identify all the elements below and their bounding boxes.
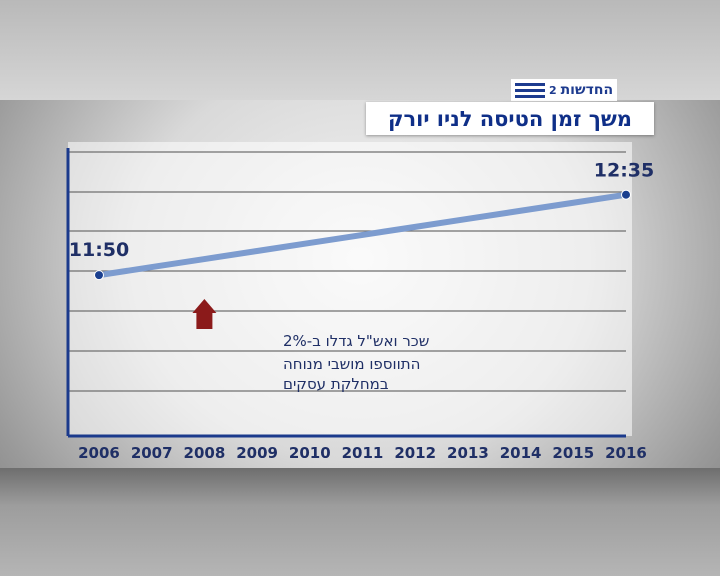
annotation-line: התווספו מושבי מנוחה — [283, 355, 420, 373]
x-tick-label: 2016 — [605, 444, 647, 462]
chart-title: משך זמן הטיסה לניו יורק — [388, 106, 632, 131]
x-tick-label: 2009 — [236, 444, 278, 462]
data-label-end: 12:35 — [594, 160, 654, 182]
x-tick-label: 2008 — [184, 444, 226, 462]
x-tick-label: 2011 — [342, 444, 384, 462]
plot-background — [68, 142, 632, 436]
red-up-arrow-icon — [192, 299, 217, 329]
data-label-start: 11:50 — [69, 239, 129, 261]
channel-logo: החדשות 2 — [511, 79, 617, 101]
annotation-line: שכר ואש"ל גדלו ב-2% — [283, 332, 429, 350]
logo-text: החדשות — [560, 82, 614, 98]
x-tick-label: 2006 — [78, 444, 120, 462]
x-tick-label: 2010 — [289, 444, 331, 462]
x-tick-label: 2015 — [552, 444, 594, 462]
data-point-end — [621, 189, 631, 200]
logo-channel-number: 2 — [548, 83, 557, 97]
logo-bars-icon — [514, 82, 545, 98]
annotation-line: במחלקת עסקים — [283, 375, 389, 393]
chart-title-box: משך זמן הטיסה לניו יורק — [366, 102, 654, 135]
series-line — [96, 191, 629, 279]
data-point-start — [94, 270, 104, 281]
x-tick-label: 2012 — [394, 444, 436, 462]
x-tick-label: 2007 — [131, 444, 173, 462]
bottom-background-band — [0, 468, 720, 576]
x-tick-label: 2013 — [447, 444, 489, 462]
x-tick-label: 2014 — [500, 444, 542, 462]
